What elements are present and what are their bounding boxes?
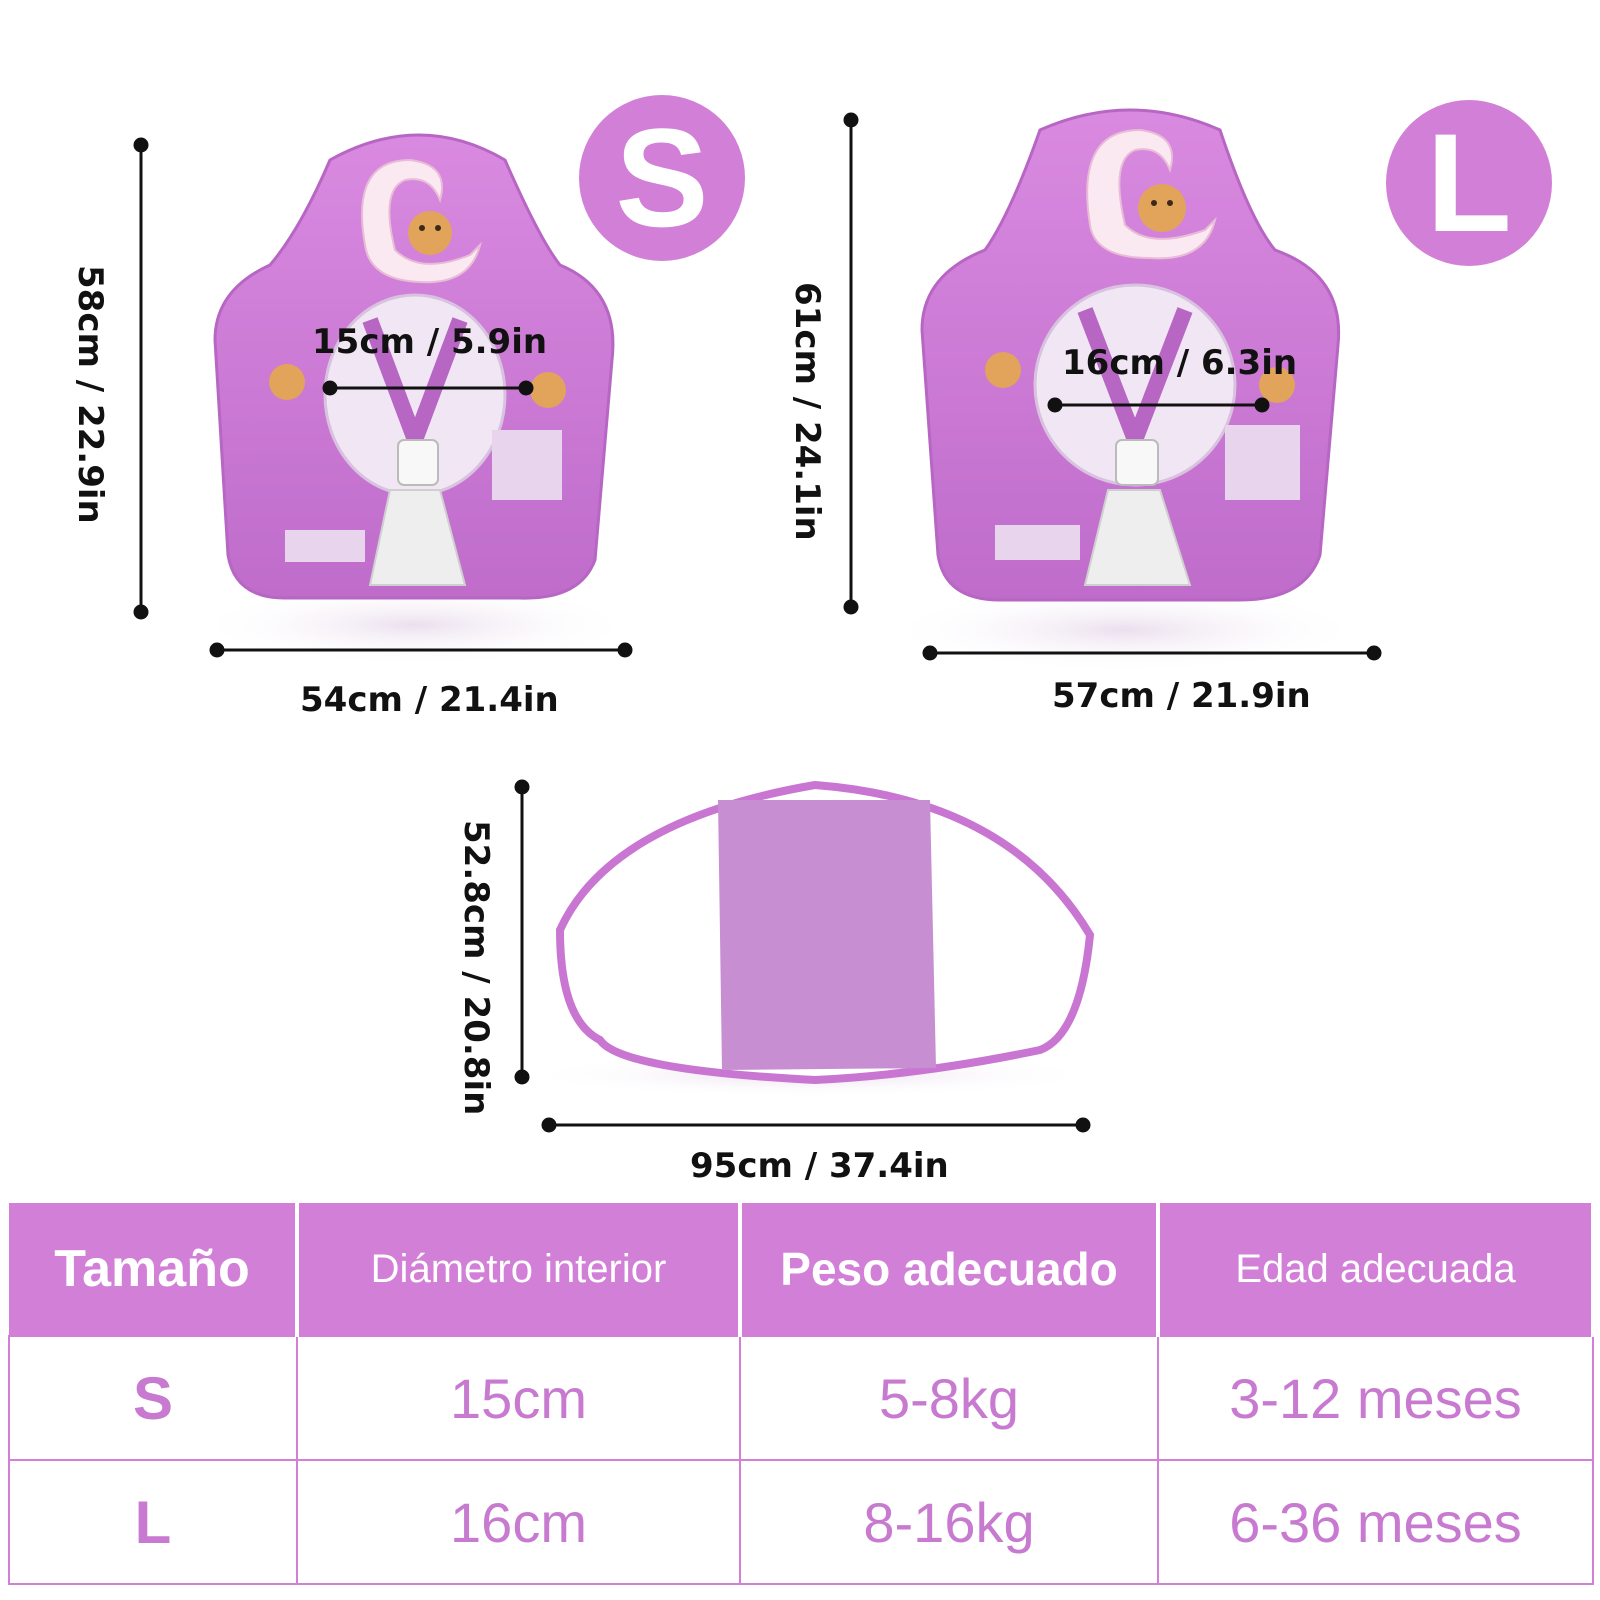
header-size: Tamaño — [9, 1203, 299, 1336]
header-inner-diameter: Diámetro interior — [297, 1203, 742, 1336]
cell-age: 3-12 meses — [1157, 1335, 1594, 1461]
dimension-lines — [133, 112, 1382, 1133]
cell-weight: 5-8kg — [739, 1335, 1159, 1461]
size-badge-l: L — [1386, 100, 1552, 266]
size-chart-table: Tamaño Diámetro interior Peso adecuado E… — [8, 1203, 1595, 1585]
header-suitable-age: Edad adecuada — [1158, 1203, 1595, 1336]
canopy-height-label: 52.8cm / 20.8in — [456, 820, 496, 1116]
s-inner-diameter-label: 15cm / 5.9in — [312, 322, 548, 362]
s-width-label: 54cm / 21.4in — [300, 680, 559, 720]
cell-inner-diameter: 16cm — [296, 1459, 741, 1585]
cell-age: 6-36 meses — [1157, 1459, 1594, 1585]
float-small-illustration — [195, 133, 635, 665]
l-inner-diameter-label: 16cm / 6.3in — [1062, 343, 1298, 383]
table-header-row: Tamaño Diámetro interior Peso adecuado E… — [9, 1203, 1595, 1336]
table-row: L 16cm 8-16kg 6-36 meses — [8, 1459, 1594, 1585]
float-large-illustration — [885, 108, 1365, 672]
canopy-illustration — [520, 780, 1100, 1097]
header-suitable-weight: Peso adecuado — [740, 1203, 1160, 1336]
cell-weight: 8-16kg — [739, 1459, 1159, 1585]
cell-inner-diameter: 15cm — [296, 1335, 741, 1461]
cell-size: S — [8, 1335, 298, 1461]
size-badge-s: S — [579, 95, 745, 261]
canopy-width-label: 95cm / 37.4in — [690, 1146, 949, 1186]
table-row: S 15cm 5-8kg 3-12 meses — [8, 1335, 1594, 1461]
l-width-label: 57cm / 21.9in — [1052, 676, 1311, 716]
s-height-label: 58cm / 22.9in — [70, 265, 110, 524]
cell-size: L — [8, 1459, 298, 1585]
l-height-label: 61cm / 24.1in — [787, 282, 827, 541]
